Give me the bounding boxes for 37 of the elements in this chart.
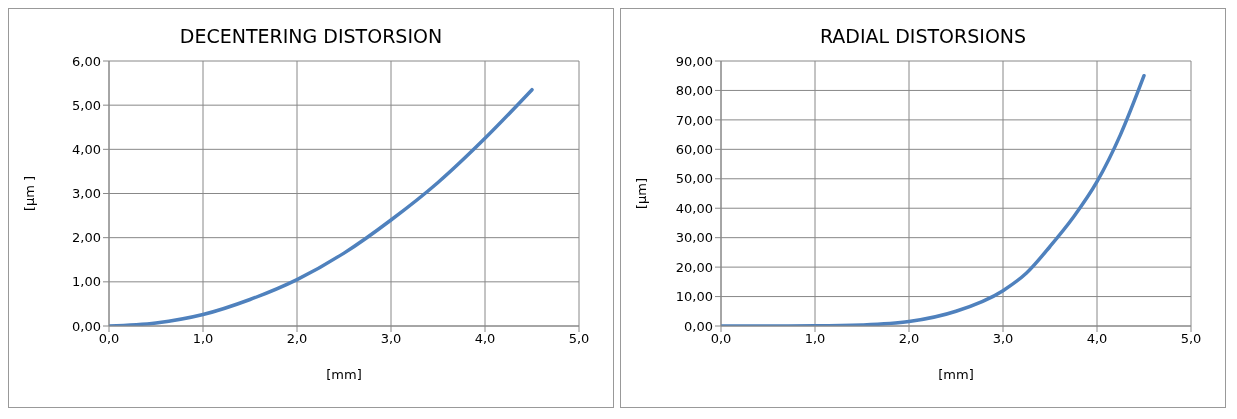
x-tick-label: 2,0: [898, 331, 920, 347]
x-tick-label: 3,0: [380, 331, 402, 347]
y-tick-label: 3,00: [72, 186, 101, 202]
y-tick-label: 60,00: [675, 141, 713, 157]
x-tick-label: 4,0: [474, 331, 496, 347]
y-tick-label: 5,00: [72, 97, 101, 113]
y-tick-label: 0,00: [72, 318, 101, 334]
y-axis-title: [µm ]: [21, 175, 37, 212]
y-tick-label: 10,00: [675, 289, 713, 305]
y-tick-label: 2,00: [72, 230, 101, 246]
x-axis-title: [mm]: [326, 367, 362, 382]
x-tick-label: 3,0: [992, 331, 1014, 347]
chart-title: RADIAL DISTORSIONS: [818, 25, 1028, 49]
x-tick-label: 2,0: [286, 331, 308, 347]
y-tick-label: 30,00: [675, 230, 713, 246]
y-tick-label: 20,00: [675, 259, 713, 275]
x-tick-label: 5,0: [568, 331, 590, 347]
x-tick-label: 5,0: [1180, 331, 1202, 347]
chart-title: DECENTERING DISTORSION: [178, 25, 444, 49]
line-series: [109, 87, 534, 326]
x-tick-label: 0,0: [710, 331, 732, 347]
y-axis-title: [µm]: [633, 177, 649, 210]
x-axis-title: [mm]: [938, 367, 974, 382]
y-tick-label: 90,00: [675, 53, 713, 69]
y-tick-label: 70,00: [675, 112, 713, 128]
y-tick-label: 4,00: [72, 141, 101, 157]
y-tick-label: 40,00: [675, 200, 713, 216]
y-tick-label: 0,00: [684, 318, 713, 334]
y-tick-label: 6,00: [72, 53, 101, 69]
x-tick-label: 0,0: [98, 331, 120, 347]
x-tick-label: 1,0: [804, 331, 826, 347]
y-tick-label: 1,00: [72, 274, 101, 290]
y-tick-label: 80,00: [675, 83, 713, 99]
x-tick-label: 1,0: [192, 331, 214, 347]
x-tick-label: 4,0: [1086, 331, 1108, 347]
y-tick-label: 50,00: [675, 171, 713, 187]
line-series: [721, 73, 1146, 326]
